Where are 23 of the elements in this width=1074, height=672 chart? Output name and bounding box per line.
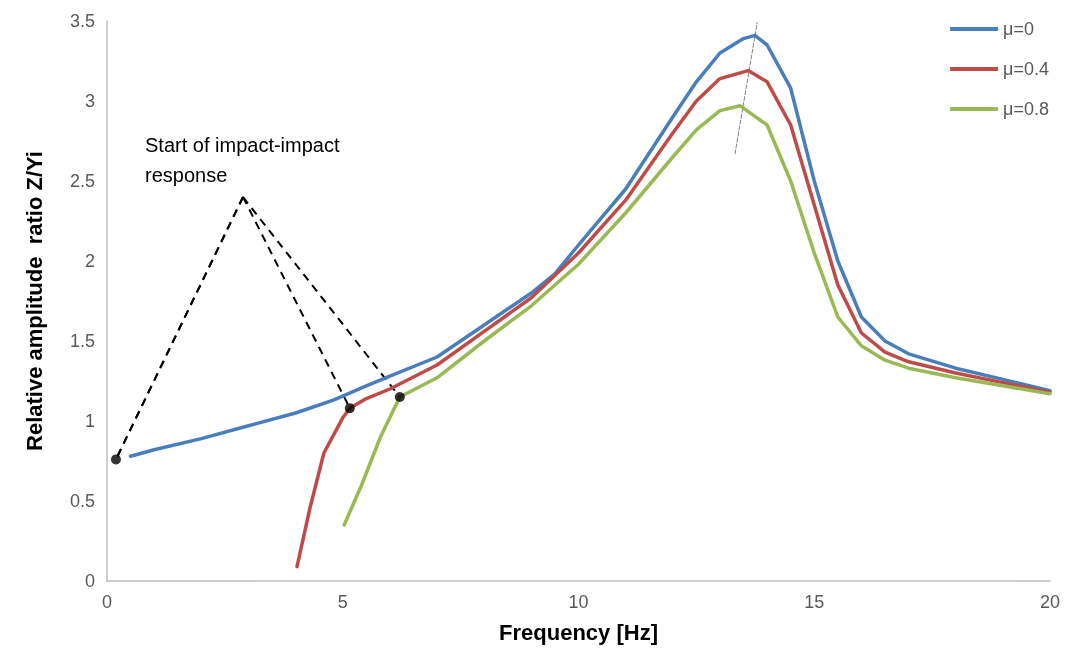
- y-tick-label: 1: [84, 411, 95, 431]
- point: [110, 454, 121, 465]
- y-tick-label: 0: [84, 571, 95, 591]
- x-tick-label: 5: [337, 592, 348, 612]
- x-tick-label: 0: [101, 592, 113, 612]
- y-axis-title: Relative amplitude ratio Z/Yi: [21, 151, 47, 451]
- point: [394, 392, 405, 402]
- y-tick-label: 3: [84, 91, 95, 111]
- line-series: [342, 104, 1052, 527]
- x-axis-title: Frequency [Hz]: [499, 619, 658, 645]
- legend-label: μ=0.8: [1003, 99, 1049, 119]
- x-tick-label: 20: [1039, 592, 1061, 612]
- x-tick-label: 10: [568, 592, 589, 612]
- point: [344, 403, 355, 414]
- y-tick-label: 1.5: [69, 331, 95, 351]
- y-tick-label: 2: [84, 251, 95, 271]
- y-tick-label: 2.5: [69, 171, 95, 191]
- x-tick-label: 15: [804, 592, 825, 612]
- annotation: Start of impact-impact response: [145, 134, 346, 186]
- legend-label: μ=0.4: [1003, 59, 1049, 79]
- y-tick-label: 0.5: [69, 491, 95, 511]
- y-tick-label: 3.5: [69, 11, 95, 31]
- legend-label: μ=0: [1003, 19, 1034, 39]
